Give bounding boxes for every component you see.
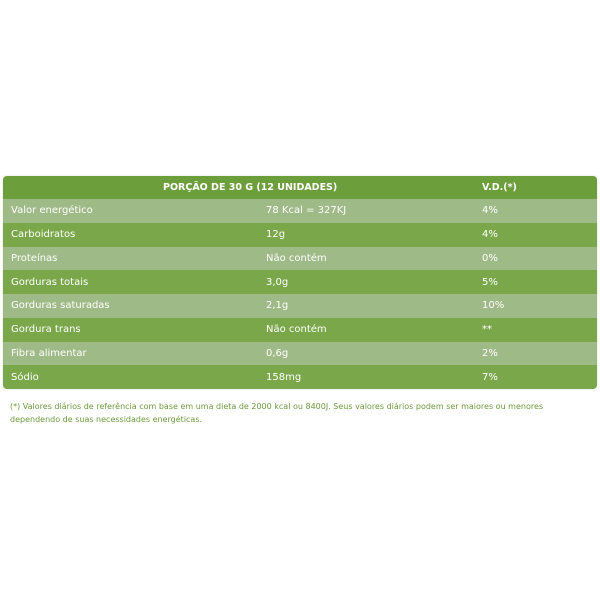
- cell-amount: 78 Kcal = 327KJ: [266, 205, 347, 217]
- cell-amount: 2,1g: [266, 300, 289, 312]
- cell-vd: 4%: [482, 229, 498, 241]
- cell-amount: Não contém: [266, 324, 327, 336]
- nutrition-table: PORÇÃO DE 30 G (12 UNIDADES) V.D.(*) Val…: [3, 176, 597, 389]
- cell-name: Fibra alimentar: [11, 347, 87, 359]
- footnote: (*) Valores diários de referência com ba…: [10, 402, 544, 424]
- table-row: Fibra alimentar 0,6g 2%: [3, 341, 597, 366]
- table-row: Sódio 158mg 7%: [3, 365, 597, 389]
- table-row: Gorduras saturadas 2,1g 10%: [3, 294, 597, 318]
- table-row: Proteínas Não contém 0%: [3, 246, 597, 271]
- cell-name: Sódio: [11, 371, 39, 383]
- cell-vd: **: [482, 324, 492, 336]
- table-row: Valor energético 78 Kcal = 327KJ 4%: [3, 199, 597, 223]
- cell-amount: Não contém: [266, 252, 327, 264]
- cell-vd: 10%: [482, 300, 505, 312]
- cell-name: Gordura trans: [11, 324, 81, 336]
- cell-name: Carboidratos: [11, 229, 76, 241]
- cell-amount: 0,6g: [266, 347, 289, 359]
- table-header: PORÇÃO DE 30 G (12 UNIDADES) V.D.(*): [3, 176, 597, 199]
- cell-vd: 5%: [482, 276, 498, 288]
- cell-amount: 3,0g: [266, 276, 289, 288]
- table-row: Carboidratos 12g 4%: [3, 222, 597, 247]
- cell-name: Gorduras totais: [11, 276, 89, 288]
- cell-vd: 7%: [482, 371, 498, 383]
- portion-header: PORÇÃO DE 30 G (12 UNIDADES): [163, 182, 338, 193]
- table-row: Gorduras totais 3,0g 5%: [3, 270, 597, 294]
- cell-name: Gorduras saturadas: [11, 300, 110, 312]
- cell-amount: 158mg: [266, 371, 302, 383]
- cell-vd: 4%: [482, 205, 498, 217]
- table-row: Gordura trans Não contém **: [3, 317, 597, 342]
- cell-vd: 2%: [482, 347, 498, 359]
- cell-name: Valor energético: [11, 205, 93, 217]
- cell-name: Proteínas: [11, 252, 58, 264]
- cell-vd: 0%: [482, 252, 498, 264]
- vd-header: V.D.(*): [482, 182, 517, 193]
- cell-amount: 12g: [266, 229, 286, 241]
